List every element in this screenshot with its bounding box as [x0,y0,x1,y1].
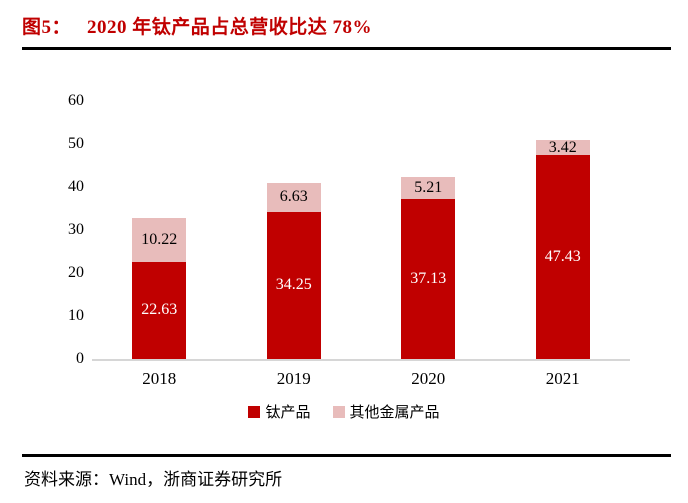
y-axis-tick-label: 40 [68,178,84,195]
bar-value-label: 37.13 [410,270,447,288]
x-axis-tick-label: 2021 [545,369,580,388]
footer-divider [22,454,671,457]
bar-segment-钛产品-2021: 47.43 [535,155,590,359]
y-axis-tick-label: 10 [68,307,84,324]
y-axis-tick-label: 20 [68,264,84,281]
figure-title: 图5： 2020 年钛产品占总营收比达 78% [22,12,372,39]
y-axis-tick-label: 0 [76,350,84,367]
stacked-bar-chart: 0 10 20 30 40 50 60 22.63 10.22 2018 34.25 6.63 2019… [0,60,688,440]
y-axis-tick-label: 30 [68,221,84,238]
bar-value-label: 6.63 [279,188,308,206]
figure-title-text: 2020 年钛产品占总营收比达 78% [87,17,373,38]
figure-number: 图5： [22,17,72,38]
bar-segment-其他金属产品-2018: 10.22 [132,217,187,262]
legend-label: 钛产品 [265,405,311,421]
x-axis-line [92,359,630,361]
bar-value-label: 47.43 [544,248,581,266]
x-axis-tick-label: 2019 [276,369,311,388]
bar-value-label: 3.42 [548,138,577,156]
legend-swatch-icon [332,405,345,418]
chart-legend: 钛产品 其他金属产品 [0,401,688,422]
x-axis-tick-label: 2020 [411,369,446,388]
title-divider [22,47,671,50]
legend-swatch-icon [248,405,261,418]
bar-value-label: 5.21 [414,179,443,197]
bar-value-label: 22.63 [141,301,178,319]
bar-value-label: 10.22 [141,230,178,248]
bar-segment-钛产品-2019: 34.25 [266,211,321,359]
legend-item-钛产品: 钛产品 [248,401,311,422]
bar-segment-其他金属产品-2019: 6.63 [266,183,321,212]
bar-segment-其他金属产品-2020: 5.21 [401,176,456,200]
bar-segment-钛产品-2020: 37.13 [401,199,456,359]
y-axis-tick-label: 50 [68,135,84,152]
bar-segment-钛产品-2018: 22.63 [132,261,187,359]
legend-label: 其他金属产品 [349,405,440,421]
x-axis-tick-label: 2018 [142,369,177,388]
source-attribution: 资料来源：Wind，浙商证券研究所 [24,470,283,489]
bar-value-label: 34.25 [275,276,312,294]
legend-item-其他金属产品: 其他金属产品 [332,401,440,422]
y-axis-tick-label: 60 [68,92,84,109]
bar-segment-其他金属产品-2021: 3.42 [535,138,590,156]
